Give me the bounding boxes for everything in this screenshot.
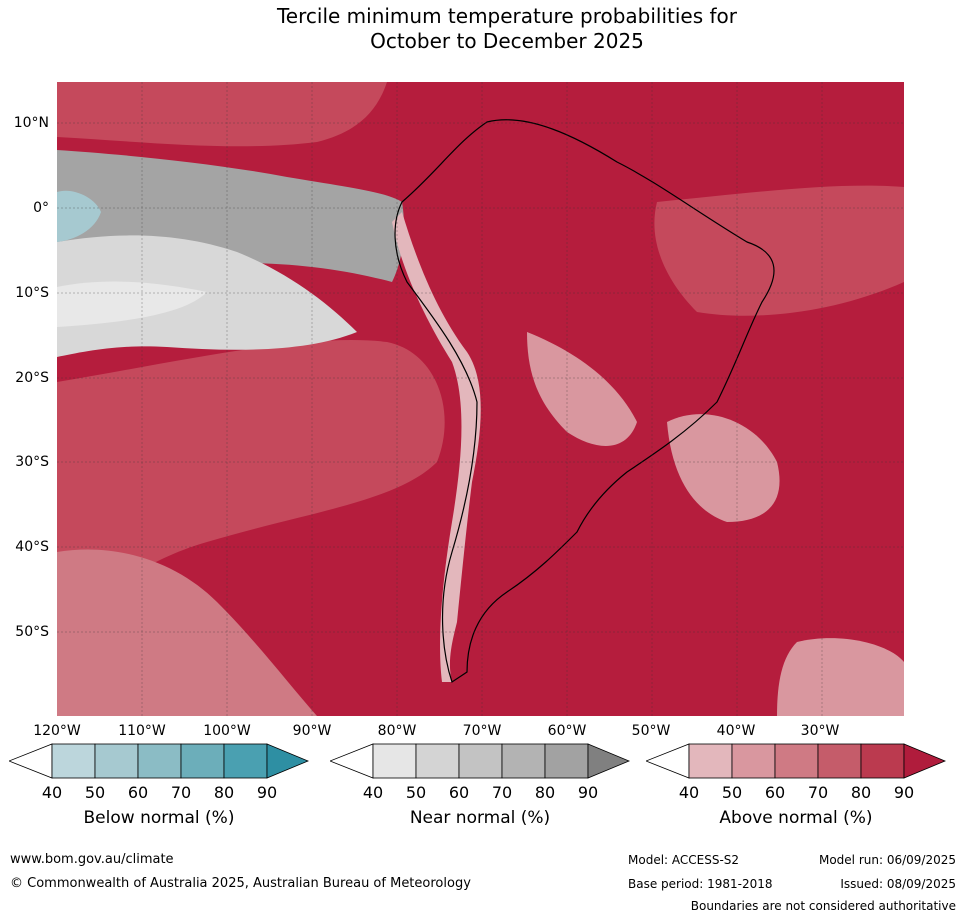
lon-label-50w: 50°W xyxy=(631,723,671,739)
central-continent-region xyxy=(527,332,637,446)
colorbar-segment xyxy=(860,743,905,779)
map-title: Tercile minimum temperature probabilitie… xyxy=(0,4,965,54)
lon-label-40w: 40°W xyxy=(716,723,756,739)
lat-label-20s: 20°S xyxy=(15,370,49,386)
colorbar-tick-label: 50 xyxy=(405,783,427,802)
colorbar-segment xyxy=(180,743,225,779)
lon-label-80w: 80°W xyxy=(377,723,417,739)
above-50-region-atlantic xyxy=(667,414,780,522)
colorbar-tick-label: 80 xyxy=(213,783,235,802)
probability-map xyxy=(57,82,904,716)
colorbar-segment xyxy=(372,743,417,779)
above-60-region xyxy=(57,340,445,622)
colorbar-segment xyxy=(501,743,546,779)
website-text: www.bom.gov.au/climate xyxy=(10,852,174,867)
colorbar-near-normal-label: Near normal (%) xyxy=(409,808,551,828)
colorbar-segment xyxy=(223,743,268,779)
colorbar-tick-label: 60 xyxy=(448,783,470,802)
colorbar-extend-high xyxy=(266,743,309,779)
colorbar-below-normal-label: Below normal (%) xyxy=(83,808,235,828)
lon-label-90w: 90°W xyxy=(292,723,332,739)
lon-label-100w: 100°W xyxy=(203,723,251,739)
colorbar-extend-high xyxy=(587,743,630,779)
colorbar-segment xyxy=(817,743,862,779)
model-text: Model: ACCESS-S2 xyxy=(628,853,740,867)
model-run-text: Model run: 06/09/2025 xyxy=(818,853,956,867)
lat-label-50s: 50°S xyxy=(15,624,49,640)
colorbar-segment xyxy=(544,743,589,779)
title-line-2: October to December 2025 xyxy=(370,29,644,53)
colorbar-extend-high xyxy=(903,743,946,779)
lon-label-110w: 110°W xyxy=(118,723,166,739)
colorbar-segment xyxy=(458,743,503,779)
colorbar-tick-label: 40 xyxy=(41,783,63,802)
near-normal-light-region xyxy=(57,235,357,357)
issued-text: Issued: 08/09/2025 xyxy=(840,877,956,891)
base-period-text: Base period: 1981-2018 xyxy=(628,877,773,891)
above-70-region-ne xyxy=(654,185,904,316)
colorbar-extend-low xyxy=(330,743,374,779)
colorbar-tick-label: 90 xyxy=(577,783,599,802)
colorbar-tick-label: 70 xyxy=(170,783,192,802)
lat-label-40s: 40°S xyxy=(15,539,49,555)
colorbar-above-normal xyxy=(646,743,946,779)
colorbar-tick-label: 40 xyxy=(362,783,384,802)
colorbar-extend-low xyxy=(646,743,690,779)
below-normal-region xyxy=(57,190,101,242)
lat-label-10s: 10°S xyxy=(15,285,49,301)
colorbar-tick-label: 60 xyxy=(127,783,149,802)
colorbar-segment xyxy=(94,743,139,779)
colorbar-extend-low xyxy=(9,743,53,779)
colorbar-tick-label: 40 xyxy=(678,783,700,802)
colorbar-segment xyxy=(774,743,819,779)
lon-label-30w: 30°W xyxy=(800,723,840,739)
colorbar-segment xyxy=(415,743,460,779)
above-50-region-se xyxy=(777,638,904,716)
colorbar-tick-label: 50 xyxy=(84,783,106,802)
colorbar-near-normal xyxy=(330,743,630,779)
colorbar-segment xyxy=(731,743,776,779)
disclaimer-text: Boundaries are not considered authoritat… xyxy=(690,899,956,913)
colorbar-segment xyxy=(688,743,733,779)
copyright-text: © Commonwealth of Australia 2025, Austra… xyxy=(10,876,471,891)
colorbar-tick-label: 80 xyxy=(850,783,872,802)
colorbar-tick-label: 90 xyxy=(893,783,915,802)
colorbar-segment xyxy=(51,743,96,779)
colorbar-above-normal-label: Above normal (%) xyxy=(719,808,873,828)
colorbar-tick-label: 90 xyxy=(256,783,278,802)
colorbar-tick-label: 80 xyxy=(534,783,556,802)
above-50-region-sw xyxy=(57,549,317,716)
south-america-coastline xyxy=(394,119,775,683)
lon-label-60w: 60°W xyxy=(547,723,587,739)
lat-label-30s: 30°S xyxy=(15,454,49,470)
graticule xyxy=(57,82,904,716)
andes-band xyxy=(392,212,481,682)
colorbar-below-normal xyxy=(9,743,309,779)
above-60-region-nw xyxy=(57,82,387,147)
lon-label-70w: 70°W xyxy=(462,723,502,739)
lat-label-10n: 10°N xyxy=(13,115,49,131)
lon-label-120w: 120°W xyxy=(33,723,81,739)
colorbar-tick-label: 70 xyxy=(491,783,513,802)
colorbar-tick-label: 60 xyxy=(764,783,786,802)
colorbar-tick-label: 50 xyxy=(721,783,743,802)
title-line-1: Tercile minimum temperature probabilitie… xyxy=(276,4,738,28)
colorbar-segment xyxy=(137,743,182,779)
colorbar-tick-label: 70 xyxy=(807,783,829,802)
lat-label-0: 0° xyxy=(33,200,49,216)
